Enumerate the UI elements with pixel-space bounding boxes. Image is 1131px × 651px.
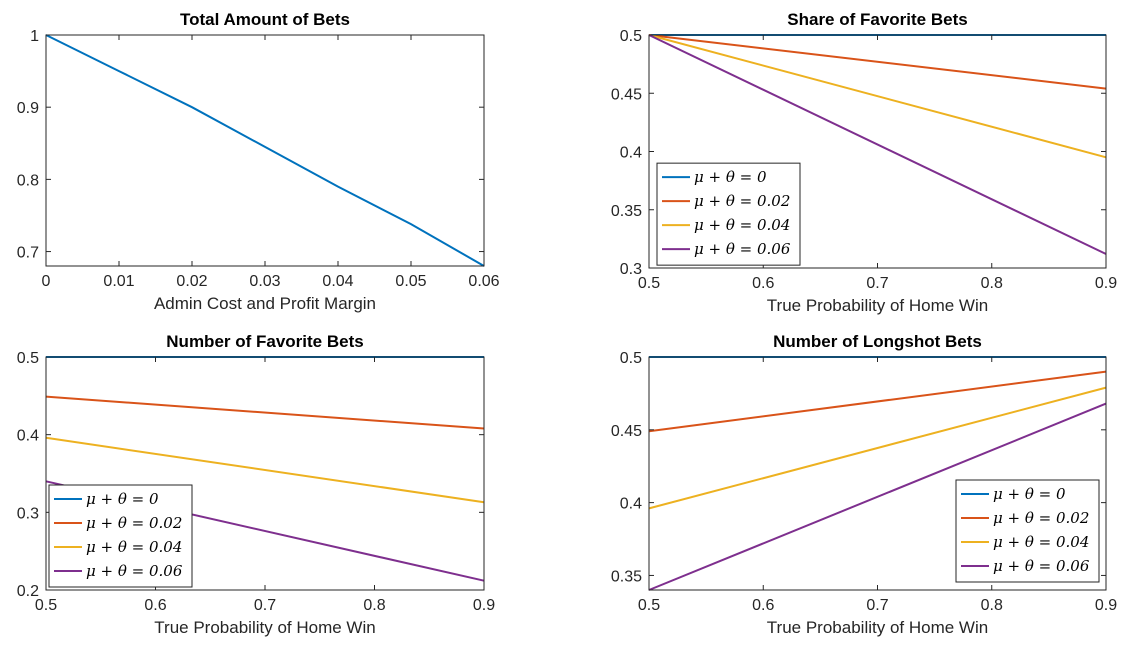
x-tick-label: 0.05 bbox=[395, 273, 426, 290]
legend-entry: μ + θ = 0.06 bbox=[694, 240, 791, 258]
legend: μ + θ = 0 μ + θ = 0.02 μ + θ = 0.04 μ + θ =… bbox=[955, 479, 1100, 583]
series-line-4 bbox=[648, 34, 1107, 255]
x-axis-label: True Probability of Home Win bbox=[767, 618, 988, 637]
y-tick-label: 0.3 bbox=[17, 505, 39, 522]
chart-title: Share of Favorite Bets bbox=[787, 10, 967, 29]
series-line-3 bbox=[648, 34, 1107, 159]
y-tick-label: 0.3 bbox=[620, 261, 642, 278]
x-tick-label: 0.01 bbox=[103, 273, 134, 290]
legend: μ + θ = 0 μ + θ = 0.02 μ + θ = 0.04 μ + θ =… bbox=[48, 484, 193, 588]
series-line-1 bbox=[45, 34, 485, 267]
legend-entry: μ + θ = 0.04 bbox=[694, 216, 790, 234]
x-tick-label: 0.7 bbox=[866, 275, 888, 292]
y-tick-label: 0.4 bbox=[17, 428, 39, 445]
x-axis-label: Admin Cost and Profit Margin bbox=[154, 294, 376, 313]
y-tick-label: 0.5 bbox=[620, 28, 642, 45]
legend-box bbox=[955, 479, 1100, 583]
x-tick-label: 0.7 bbox=[254, 597, 276, 614]
plot-area bbox=[46, 35, 484, 266]
y-tick-label: 0.45 bbox=[611, 423, 642, 440]
x-tick-label: 0 bbox=[42, 273, 51, 290]
y-tick-label: 0.5 bbox=[17, 350, 39, 367]
legend-entry: μ + θ = 0.02 bbox=[694, 192, 790, 210]
x-tick-label: 0.6 bbox=[752, 275, 774, 292]
x-tick-label: 0.02 bbox=[176, 273, 207, 290]
y-tick-label: 1 bbox=[30, 28, 39, 45]
legend-entry: μ + θ = 0 bbox=[993, 485, 1066, 503]
x-axis-label: True Probability of Home Win bbox=[154, 618, 375, 637]
series-line-4 bbox=[648, 402, 1107, 591]
series-line-3 bbox=[45, 436, 485, 504]
x-axis-label: True Probability of Home Win bbox=[767, 296, 988, 315]
series-line-3 bbox=[648, 386, 1107, 510]
x-tick-label: 0.03 bbox=[249, 273, 280, 290]
y-tick-label: 0.35 bbox=[611, 568, 642, 585]
y-tick-label: 0.5 bbox=[620, 350, 642, 367]
legend-entry: μ + θ = 0.02 bbox=[86, 514, 182, 532]
y-tick-label: 0.8 bbox=[17, 172, 39, 189]
x-tick-label: 0.5 bbox=[35, 597, 57, 614]
x-tick-label: 0.8 bbox=[981, 597, 1003, 614]
x-tick-label: 0.04 bbox=[322, 273, 353, 290]
x-tick-label: 0.5 bbox=[638, 597, 660, 614]
x-tick-label: 0.7 bbox=[866, 597, 888, 614]
panel-number-of-favorite-bets: 0.5 0.6 0.7 0.8 0.9 0.2 0.3 0.4 0.5 Number of Fav… bbox=[17, 332, 495, 637]
y-tick-label: 0.45 bbox=[611, 86, 642, 103]
x-tick-label: 0.06 bbox=[468, 273, 499, 290]
legend-entry: μ + θ = 0.04 bbox=[993, 533, 1089, 551]
x-tick-label: 0.9 bbox=[1095, 275, 1117, 292]
x-tick-label: 0.6 bbox=[752, 597, 774, 614]
y-tick-label: 0.4 bbox=[620, 496, 642, 513]
x-tick-label: 0.6 bbox=[144, 597, 166, 614]
y-tick-label: 0.7 bbox=[17, 245, 39, 262]
panel-share-of-favorite-bets: 0.5 0.6 0.7 0.8 0.9 0.3 0.35 0.4 0.45 0.5 Share of… bbox=[611, 10, 1117, 315]
panel-number-of-longshot-bets: 0.5 0.6 0.7 0.8 0.9 0.35 0.4 0.45 0.5 Number of L… bbox=[611, 332, 1117, 637]
y-tick-label: 0.4 bbox=[620, 145, 642, 162]
legend-entry: μ + θ = 0 bbox=[86, 490, 159, 508]
panel-total-amount-of-bets: 0 0.01 0.02 0.03 0.04 0.05 0.06 0.7 0.8 0.9 1 Total… bbox=[17, 10, 500, 313]
x-tick-label: 0.5 bbox=[638, 275, 660, 292]
chart-title: Number of Longshot Bets bbox=[773, 332, 982, 351]
x-tick-label: 0.8 bbox=[363, 597, 385, 614]
legend: μ + θ = 0 μ + θ = 0.02 μ + θ = 0.04 μ + θ =… bbox=[656, 162, 801, 266]
legend-entry: μ + θ = 0 bbox=[694, 168, 767, 186]
y-tick-label: 0.35 bbox=[611, 203, 642, 220]
legend-entry: μ + θ = 0.04 bbox=[86, 538, 182, 556]
y-tick-label: 0.9 bbox=[17, 100, 39, 117]
x-tick-label: 0.8 bbox=[981, 275, 1003, 292]
legend-entry: μ + θ = 0.06 bbox=[86, 562, 183, 580]
legend-entry: μ + θ = 0.06 bbox=[993, 557, 1090, 575]
series-line-2 bbox=[648, 370, 1107, 433]
x-tick-label: 0.9 bbox=[473, 597, 495, 614]
x-tick-label: 0.9 bbox=[1095, 597, 1117, 614]
legend-entry: μ + θ = 0.02 bbox=[993, 509, 1089, 527]
y-tick-label: 0.2 bbox=[17, 583, 39, 600]
series-line-2 bbox=[45, 395, 485, 430]
chart-title: Total Amount of Bets bbox=[180, 10, 350, 29]
series-line-2 bbox=[648, 34, 1107, 90]
chart-title: Number of Favorite Bets bbox=[166, 332, 363, 351]
